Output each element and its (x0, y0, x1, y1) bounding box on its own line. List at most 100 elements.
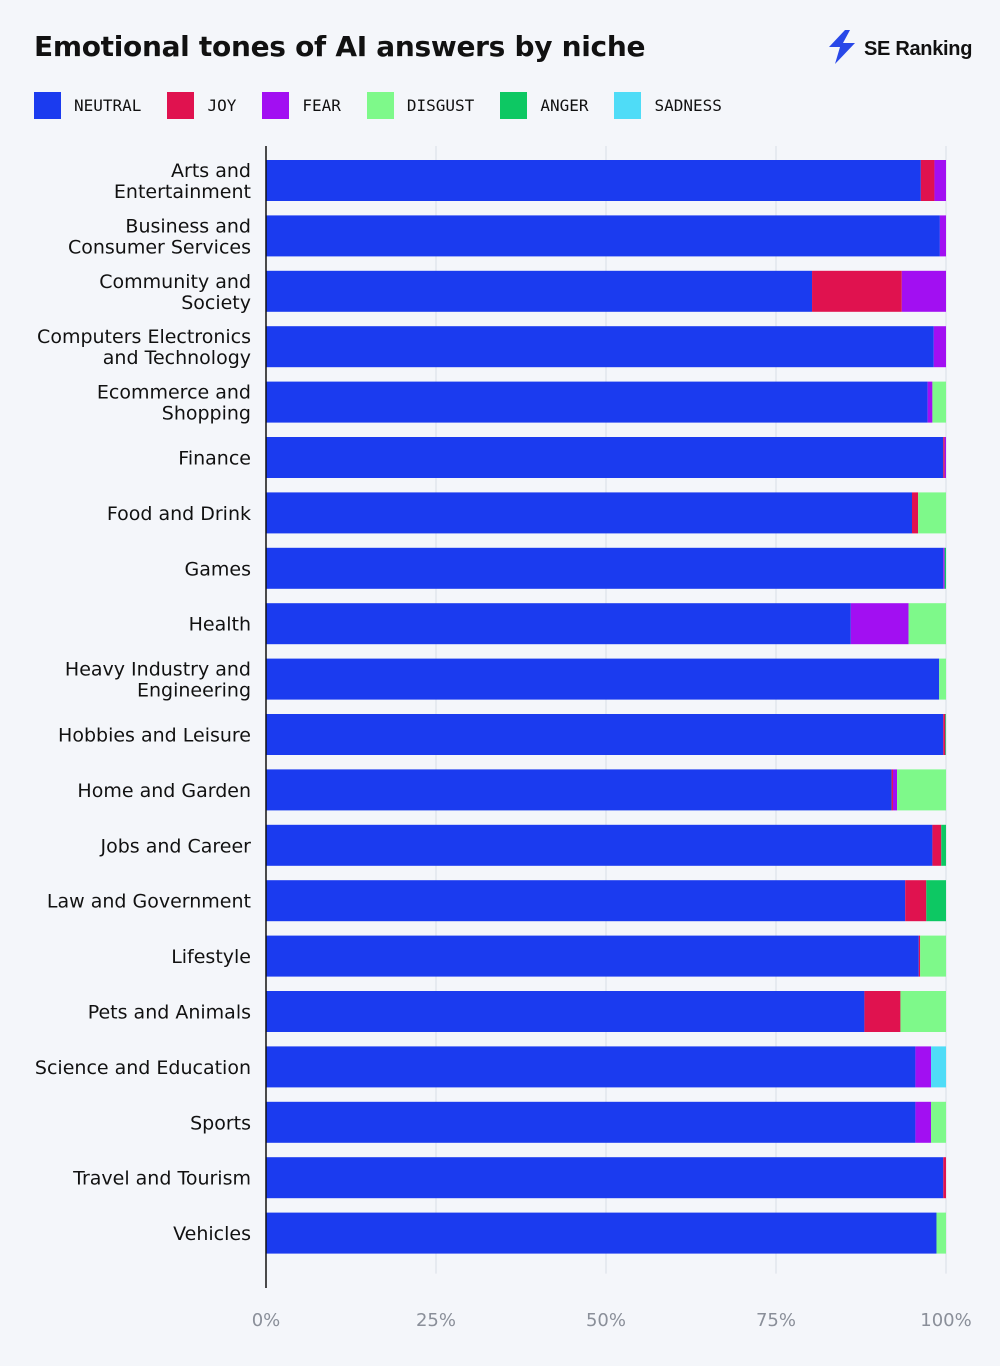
brand-logo[interactable]: SE Ranking (826, 30, 972, 68)
bar-segment (932, 381, 946, 423)
bar-segment (920, 160, 935, 201)
category-label: Engineering (137, 680, 251, 702)
bar-segment (915, 1101, 932, 1143)
legend-label: FEAR (302, 96, 341, 115)
chart-title: Emotional tones of AI answers by niche (34, 30, 646, 63)
bar-segment (934, 160, 946, 201)
category-label: Games (185, 558, 251, 580)
brand-name: SE Ranking (864, 37, 973, 60)
category-label: Heavy Industry and (65, 659, 251, 681)
bar-segment (891, 769, 893, 811)
bar-segment (266, 769, 892, 811)
bar-segment (850, 603, 909, 645)
bar-segment (939, 658, 946, 700)
bar-segment (915, 1046, 932, 1088)
bar-segment (266, 1212, 937, 1254)
legend: NEUTRAL JOY FEAR DISGUST ANGER SADNESS (34, 92, 748, 119)
bar-segment (266, 714, 944, 755)
category-label: Law and Government (47, 891, 251, 913)
category-label: Entertainment (114, 181, 251, 203)
legend-swatch (500, 92, 528, 119)
legend-item: NEUTRAL (34, 92, 141, 119)
bar-segment (266, 991, 865, 1032)
category-label: Business and (125, 215, 251, 237)
bar-segment (266, 880, 906, 922)
bar-segment (266, 492, 912, 534)
bar-segment (266, 1046, 916, 1088)
legend-swatch (167, 92, 195, 119)
category-label: Consumer Services (68, 236, 251, 258)
legend-item: SADNESS (614, 92, 722, 119)
bar-segment (266, 215, 940, 257)
x-tick-label: 100% (920, 1310, 971, 1331)
legend-label: NEUTRAL (74, 96, 142, 115)
category-label: Food and Drink (107, 503, 251, 525)
category-label: Hobbies and Leisure (58, 725, 251, 747)
bar-segment (926, 880, 946, 922)
bar-segment (266, 824, 933, 866)
bar-segment (943, 714, 946, 755)
bar-segment (900, 991, 946, 1032)
legend-swatch (614, 92, 642, 119)
category-label: and Technology (103, 347, 251, 369)
bar-segment (266, 437, 944, 478)
bar-segment (943, 1157, 946, 1199)
bar-segment (939, 215, 946, 257)
bar-segment (812, 270, 902, 312)
bar-segment (905, 880, 927, 922)
bar-segment (908, 603, 946, 645)
category-label: Arts and (171, 160, 251, 182)
bar-segment (943, 437, 945, 478)
x-tick-label: 75% (756, 1310, 796, 1331)
bar-segment (918, 935, 921, 977)
bar-segment (897, 769, 946, 811)
legend-label: SADNESS (654, 96, 722, 115)
bar-segment (927, 381, 933, 423)
bar-segment (933, 326, 946, 368)
category-label: Society (181, 292, 251, 314)
category-label: Pets and Animals (88, 1002, 251, 1024)
bar-segment (901, 270, 946, 312)
legend-label: ANGER (540, 96, 589, 115)
category-label: Ecommerce and (97, 382, 251, 404)
bar-segment (266, 603, 851, 645)
x-tick-label: 50% (586, 1310, 626, 1331)
legend-label: DISGUST (406, 96, 475, 115)
bar-segment (936, 1212, 946, 1254)
category-label: Computers Electronics (37, 326, 251, 348)
bar-segment (266, 935, 919, 977)
bar-segment (266, 1157, 944, 1199)
legend-swatch (262, 92, 290, 119)
bar-segment (918, 492, 946, 534)
category-label: Jobs and Career (99, 835, 251, 857)
category-label: Finance (178, 448, 251, 470)
category-label: Travel and Tourism (72, 1168, 251, 1190)
bar-segment (266, 160, 921, 201)
legend-label: JOY (207, 96, 237, 115)
category-label: Vehicles (173, 1223, 251, 1245)
category-label: Home and Garden (77, 780, 251, 802)
category-label: Community and (99, 271, 251, 293)
bar-segment (864, 991, 901, 1032)
legend-item: DISGUST (366, 92, 475, 119)
bar-segment (941, 824, 946, 866)
category-label: Sports (190, 1112, 251, 1134)
category-label: Science and Education (35, 1057, 251, 1079)
bar-segment (266, 270, 813, 312)
category-label: Health (189, 614, 251, 636)
bar-segment (931, 1101, 946, 1143)
bar-segment (266, 326, 934, 368)
bar-segment (266, 381, 928, 423)
category-label: Lifestyle (171, 946, 251, 968)
legend-item: JOY (167, 92, 236, 119)
bar-segment (920, 935, 946, 977)
bar-segment (932, 824, 942, 866)
x-tick-label: 0% (252, 1310, 281, 1331)
bar-segment (892, 769, 898, 811)
legend-item: FEAR (262, 92, 341, 119)
x-tick-label: 25% (416, 1310, 456, 1331)
legend-swatch (366, 92, 394, 119)
bar-segment (943, 547, 945, 589)
bar-segment (266, 547, 944, 589)
